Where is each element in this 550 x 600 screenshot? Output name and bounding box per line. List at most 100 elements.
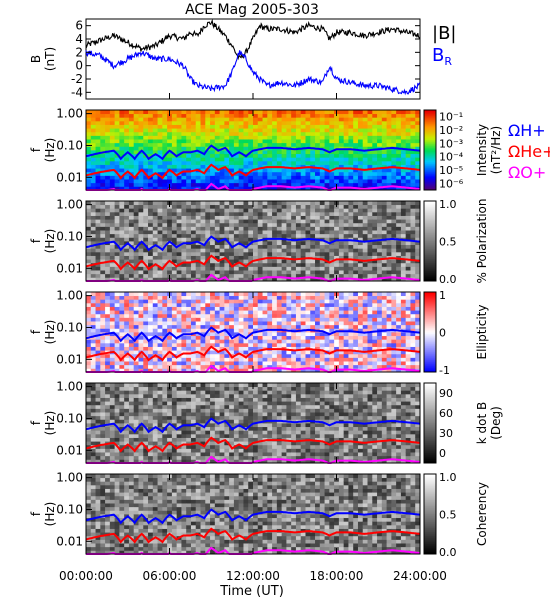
- spectrogram-cell: [238, 361, 244, 366]
- spectrogram-cell: [381, 295, 387, 300]
- spectrogram-cell: [272, 368, 278, 373]
- spectrogram-cell: [276, 310, 283, 315]
- spectrogram-cell: [324, 292, 330, 297]
- spectrogram-cell: [276, 262, 283, 267]
- spectrogram-cell: [319, 179, 325, 184]
- spectrogram-cell: [105, 401, 111, 406]
- spectrogram-cell: [386, 364, 392, 369]
- spectrogram-cell: [233, 120, 240, 125]
- spectrogram-cell: [248, 295, 254, 300]
- spectrogram-cell: [276, 353, 283, 358]
- spectrogram-cell: [157, 255, 163, 260]
- colorbar-tick-label: 10⁻³: [439, 137, 463, 150]
- spectrogram-cell: [338, 164, 345, 169]
- spectrogram-cell: [243, 208, 249, 213]
- spectrogram-cell: [157, 321, 163, 326]
- spectrogram-cell: [377, 346, 383, 351]
- spectrogram-cell: [114, 230, 120, 235]
- spectrogram-cell: [348, 266, 354, 271]
- spectrogram-cell: [324, 357, 330, 362]
- spectrogram-cell: [167, 244, 173, 249]
- spectrogram-cell: [295, 350, 302, 355]
- spectrogram-cell: [214, 266, 220, 271]
- spectrogram-cell: [276, 215, 283, 220]
- spectrogram-cell: [109, 241, 116, 246]
- spectrogram-cell: [238, 317, 244, 322]
- spectrogram-cell: [238, 302, 244, 307]
- spectrogram-cell: [114, 219, 120, 224]
- spectrogram-cell: [319, 350, 325, 355]
- spectrogram-cell: [171, 128, 178, 133]
- spectrogram-cell: [233, 201, 240, 206]
- spectrogram-cell: [276, 131, 283, 136]
- spectrogram-cell: [248, 135, 254, 140]
- spectrogram-cell: [396, 346, 402, 351]
- spectrogram-cell: [214, 295, 220, 300]
- spectrogram-cell: [377, 160, 383, 165]
- spectrogram-cell: [262, 241, 268, 246]
- spectrogram-cell: [200, 332, 206, 337]
- spectrogram-cell: [267, 317, 273, 322]
- spectrogram-cell: [338, 310, 345, 315]
- spectrogram-cell: [95, 357, 101, 362]
- spectrogram-cell: [109, 332, 116, 337]
- spectrogram-cell: [343, 244, 349, 249]
- spectrogram-cell: [95, 342, 101, 347]
- spectrogram-cell: [238, 135, 244, 140]
- spectrogram-cell: [224, 357, 230, 362]
- spectrogram-cell: [295, 332, 302, 337]
- spectrogram-cell: [272, 244, 278, 249]
- spectrogram-cell: [233, 113, 240, 118]
- spectrogram-cell: [295, 273, 302, 278]
- spectrogram-cell: [281, 128, 287, 133]
- spectrogram-cell: [348, 124, 354, 129]
- spectrogram-cell: [138, 335, 144, 340]
- spectrogram-cell: [176, 350, 182, 355]
- spectrogram-cell: [229, 251, 235, 256]
- colorbar-swatch: [424, 300, 436, 303]
- spectrogram-cell: [128, 179, 135, 184]
- spectrogram-cell: [200, 230, 206, 235]
- spectrogram-cell: [186, 321, 192, 326]
- spectrogram-cell: [415, 310, 421, 315]
- spectrogram-cell: [343, 110, 349, 115]
- spectrogram-cell: [214, 332, 220, 337]
- colorbar-swatch: [424, 158, 436, 161]
- spectrogram-cell: [210, 131, 216, 136]
- spectrogram-cell: [200, 233, 206, 238]
- spectrogram-cell: [262, 306, 268, 311]
- spectrogram-cell: [219, 299, 225, 304]
- spectrogram-cell: [229, 219, 235, 224]
- spectrogram-cell: [295, 139, 302, 144]
- spectrogram-cell: [319, 342, 325, 347]
- spectrogram-cell: [86, 386, 92, 391]
- spectrogram-cell: [243, 117, 249, 122]
- spectrogram-cell: [362, 153, 368, 158]
- spectrogram-cell: [229, 357, 235, 362]
- spectrogram-cell: [171, 201, 178, 206]
- spectrogram-cell: [300, 302, 306, 307]
- spectrogram-cell: [329, 248, 335, 253]
- spectrogram-cell: [157, 150, 163, 155]
- spectrogram-cell: [357, 110, 364, 115]
- spectrogram-cell: [324, 182, 330, 187]
- spectrogram-cell: [400, 317, 407, 322]
- spectrogram-cell: [343, 324, 349, 329]
- spectrogram-cell: [291, 299, 297, 304]
- spectrogram-cell: [400, 208, 407, 213]
- spectrogram-cell: [286, 168, 292, 173]
- spectrogram-cell: [377, 171, 383, 176]
- spectrogram-cell: [133, 150, 139, 155]
- spectrogram-cell: [229, 222, 235, 227]
- spectrogram-cell: [148, 139, 154, 144]
- spectrogram-cell: [167, 211, 173, 216]
- spectrogram-cell: [109, 423, 116, 428]
- spectrogram-cell: [133, 332, 139, 337]
- colorbar-swatch: [424, 362, 436, 365]
- spectrogram-cell: [353, 211, 359, 216]
- spectrogram-cell: [267, 266, 273, 271]
- spectrogram-cell: [353, 164, 359, 169]
- spectrogram-cell: [295, 186, 302, 191]
- spectrogram-cell: [95, 459, 101, 464]
- spectrogram-cell: [272, 273, 278, 278]
